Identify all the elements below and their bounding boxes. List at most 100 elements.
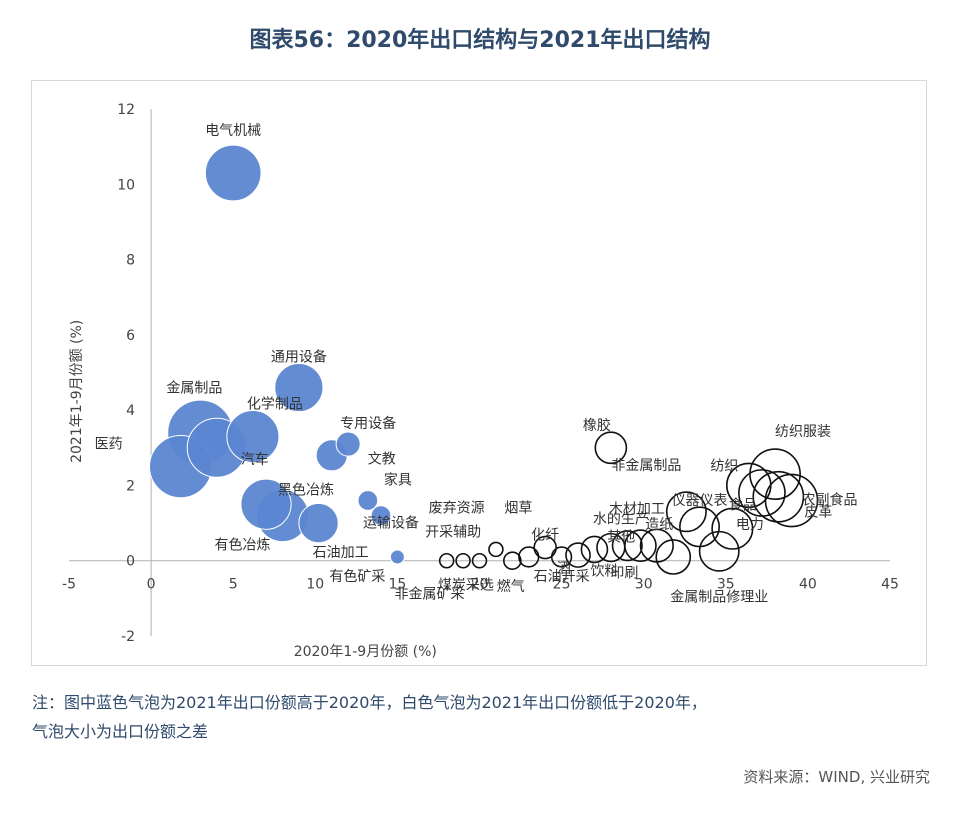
- bubble: [471, 552, 488, 569]
- bubble-chart: -5 0 5 10 15 20 25 30 35 40 45 -2 0 2 4 6 8 10 12 电气机械通用设备…: [62, 102, 899, 660]
- y-tick-label: 2: [126, 478, 135, 494]
- x-tick-label: 0: [147, 577, 156, 593]
- bubble-label: 其他: [607, 530, 635, 546]
- bubble: [594, 431, 628, 465]
- chart-note: 注：图中蓝色气泡为2021年出口份额高于2020年，白色气泡为2021年出口份额…: [32, 688, 707, 746]
- bubble: [488, 541, 504, 558]
- note-line-1: 注：图中蓝色气泡为2021年出口份额高于2020年，白色气泡为2021年出口份额…: [32, 693, 707, 712]
- note-line-2: 气泡大小为出口份额之差: [32, 722, 209, 741]
- bubble: [725, 462, 772, 509]
- bubble: [226, 409, 280, 464]
- bubble: [357, 490, 379, 511]
- bubble: [533, 535, 557, 560]
- bubble-label: 开采辅助: [425, 525, 481, 541]
- bubble: [738, 469, 786, 517]
- x-tick-label: 35: [717, 577, 735, 593]
- y-tick-label: 0: [126, 554, 135, 570]
- bubble-label: 有色冶炼: [214, 537, 270, 554]
- bubble-label: 石油加工: [313, 545, 369, 561]
- y-tick-label: 8: [126, 253, 135, 269]
- bubble-label: 石油开采: [534, 569, 590, 585]
- bubble: [503, 551, 522, 571]
- bubbles: [149, 144, 819, 575]
- bubble-label: 烟草: [504, 501, 532, 517]
- bubble-label: 家具: [384, 471, 412, 488]
- bubble-label: 酒: [557, 561, 571, 577]
- bubble: [711, 507, 754, 550]
- bubble-label: 专用设备: [340, 415, 396, 432]
- bubble: [550, 546, 573, 568]
- bubble: [455, 552, 471, 569]
- y-axis-label: 2021年1-9月份额 (%): [69, 320, 85, 463]
- bubble-label: 汽车: [241, 451, 269, 468]
- bubble-label: 电气机械: [205, 123, 261, 139]
- bubble: [655, 539, 692, 575]
- bubble: [518, 546, 540, 568]
- bubble: [639, 528, 674, 563]
- y-tick-label: 10: [117, 177, 135, 193]
- bubble-label: 橡胶: [583, 417, 611, 434]
- bubble: [298, 502, 339, 544]
- bubble-label: 电力: [736, 517, 764, 533]
- bubble-label: 农副食品: [801, 491, 857, 508]
- bubble-label: 燃气: [497, 578, 525, 595]
- bubble: [665, 491, 707, 533]
- bubble-label: 食品: [729, 496, 757, 513]
- bubble-label: 通用设备: [271, 349, 327, 366]
- bubble: [565, 542, 591, 568]
- bubble: [580, 535, 609, 564]
- bubble: [370, 505, 392, 526]
- bubble-label: 仪器仪表: [672, 493, 728, 509]
- y-tick-label: -2: [121, 629, 135, 645]
- y-tick-label: 4: [126, 403, 135, 419]
- bubble: [611, 530, 643, 562]
- bubble-label: 废弃资源: [429, 501, 485, 517]
- y-tick-label: 12: [117, 102, 135, 118]
- bubble: [335, 431, 361, 457]
- bubble: [438, 552, 455, 569]
- bubble-label: 饮料: [590, 563, 618, 579]
- bubble-label: 纺织: [710, 459, 738, 475]
- x-tick-label: 40: [799, 577, 817, 593]
- bubble-label: 文教: [368, 451, 396, 467]
- bubble: [204, 144, 262, 202]
- chart-frame: -5 0 5 10 15 20 25 30 35 40 45 -2 0 2 4 6 8 10 12 电气机械通用设备…: [31, 80, 927, 666]
- bubble-label: 化学制品: [247, 396, 303, 412]
- bubble-label: 非金属制品: [611, 458, 681, 474]
- x-tick-label: 25: [553, 577, 571, 593]
- bubble-label: 黑色冶炼: [278, 481, 334, 498]
- bubble-label: 木材加工: [609, 502, 665, 518]
- bubble-label: 金属制品修理业: [670, 589, 768, 605]
- x-tick-label: 10: [306, 577, 324, 593]
- x-tick-label: 30: [635, 577, 653, 593]
- y-tick-label: 6: [126, 328, 135, 344]
- x-axis-label: 2020年1-9月份额 (%): [294, 644, 437, 660]
- bubble-label: 印刷: [610, 566, 638, 582]
- bubble-label: 造纸: [645, 517, 673, 533]
- bubble-label: 医药: [95, 437, 123, 453]
- bubble-label: 有色矿采: [329, 568, 385, 585]
- bubble: [274, 362, 324, 413]
- bubble: [749, 448, 801, 501]
- x-tick-label: 45: [881, 577, 899, 593]
- axes: -5 0 5 10 15 20 25 30 35 40 45 -2 0 2 4 6 8 10 12: [62, 102, 899, 645]
- bubble-label: 金属制品: [166, 381, 222, 397]
- x-tick-label: 20: [471, 577, 489, 593]
- bubble: [698, 530, 740, 572]
- bubble: [389, 549, 405, 565]
- source-text: 资料来源：WIND, 兴业研究: [743, 768, 930, 786]
- bubble-label: 煤炭采选: [438, 577, 494, 593]
- bubble-label: 水的生产: [593, 512, 649, 528]
- bubble-label: 非金属矿采: [395, 587, 465, 603]
- bubble: [596, 532, 626, 563]
- bubble: [752, 470, 805, 523]
- bubble-label: 皮革: [804, 505, 832, 521]
- x-tick-label: 5: [229, 577, 238, 593]
- bubble-label: 化纤: [531, 528, 559, 544]
- x-tick-label: 15: [388, 577, 406, 593]
- bubble-label: 运输设备: [363, 515, 419, 532]
- bubble: [240, 478, 292, 530]
- bubble-label: 纺织服装: [775, 424, 831, 440]
- x-tick-label: -5: [62, 577, 76, 593]
